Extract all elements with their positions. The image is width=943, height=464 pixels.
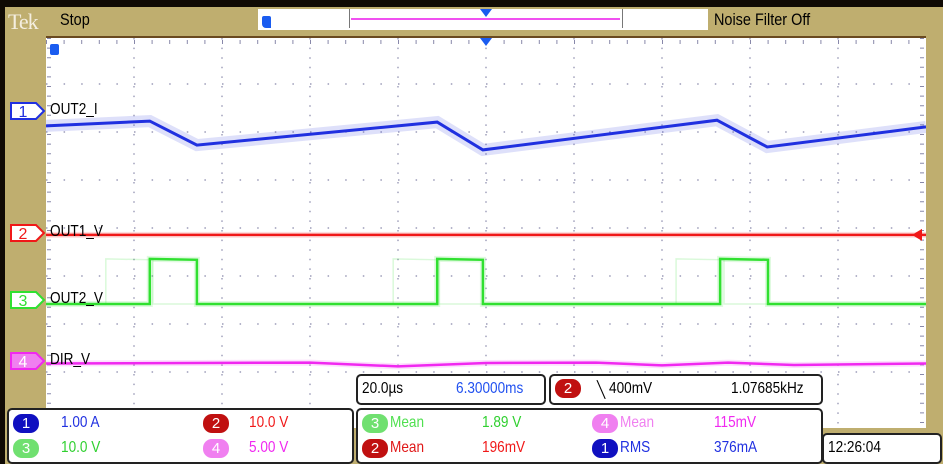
waveform-plot	[46, 38, 926, 428]
noise-filter-status: Noise Filter Off	[714, 10, 811, 29]
brand-logo: Tek	[8, 9, 39, 34]
meas4-type: RMS	[620, 439, 651, 456]
record-window-line	[351, 18, 620, 20]
ch4-scale[interactable]: 5.00 V	[249, 439, 289, 456]
meas2-source: 4	[592, 414, 618, 433]
ch3-scale[interactable]: 10.0 V	[61, 439, 101, 456]
ch3-label: OUT2_V	[50, 290, 103, 307]
trace-DIR_V	[46, 361, 926, 368]
trace-OUT2_I	[46, 118, 926, 152]
ch4-label: DIR_V	[50, 351, 91, 368]
trigger-point-icon	[262, 16, 271, 28]
clock-display: 12:26:04	[822, 433, 942, 464]
ch1-ground-marker[interactable]: 1	[10, 102, 46, 121]
svg-text:4: 4	[19, 354, 28, 370]
svg-text:2: 2	[19, 226, 28, 242]
trigger-position-marker-icon	[480, 9, 492, 17]
trigger-source-badge: 2	[555, 379, 581, 398]
ch2-label: OUT1_V	[50, 223, 103, 240]
meas3-value: 196mV	[482, 439, 526, 456]
meas1-type: Mean	[390, 414, 425, 431]
meas1-source: 3	[362, 414, 388, 433]
ch2-ground-marker[interactable]: 2	[10, 224, 46, 243]
trace-ghost-OUT2_V	[46, 258, 882, 305]
trigger-level-icon	[912, 228, 922, 241]
channel-marker-icon: 2	[10, 224, 46, 243]
meas2-value: 115mV	[714, 414, 757, 431]
trace-OUT2_V	[46, 257, 926, 306]
clock-time: 12:26:04	[828, 439, 881, 456]
measurement-panel: 3 Mean 1.89 V 4 Mean 115mV 2 Mean 196mV …	[356, 408, 823, 464]
channel-marker-icon: 3	[10, 291, 46, 310]
ch1-scale[interactable]: 1.00 A	[61, 414, 100, 431]
svg-text:1: 1	[19, 104, 28, 120]
meas2-type: Mean	[620, 414, 655, 431]
ch1-label: OUT2_I	[50, 101, 98, 118]
trigger-level: 400mV	[609, 380, 653, 397]
meas3-source: 2	[362, 439, 388, 458]
waveform-display[interactable]	[46, 36, 926, 428]
ch1-badge[interactable]: 1	[13, 414, 39, 433]
acquisition-status: Stop	[60, 10, 90, 29]
channel-marker-icon: 4	[10, 352, 46, 371]
svg-text:3: 3	[19, 293, 28, 309]
ch2-badge[interactable]: 2	[203, 414, 229, 433]
meas3-type: Mean	[390, 439, 425, 456]
channel-marker-icon: 1	[10, 102, 46, 121]
trigger-frequency: 1.07685kHz	[731, 380, 804, 397]
meas1-value: 1.89 V	[482, 414, 522, 431]
meas4-value: 376mA	[714, 439, 758, 456]
trigger-position-icon	[480, 38, 492, 46]
ch4-badge[interactable]: 4	[203, 439, 229, 458]
ch3-badge[interactable]: 3	[13, 439, 39, 458]
record-window-bracket	[349, 9, 623, 28]
channel-scale-panel: 1 1.00 A 2 10.0 V 3 10.0 V 4 5.00 V	[7, 408, 354, 464]
trigger-point-icon	[50, 44, 59, 55]
timebase-readout[interactable]: 20.0µs 6.30000ms	[356, 374, 546, 405]
ch2-scale[interactable]: 10.0 V	[249, 414, 289, 431]
ch4-ground-marker[interactable]: 4	[10, 352, 46, 371]
timebase-scale: 20.0µs	[362, 380, 404, 397]
trigger-slope-icon: ╲	[597, 382, 606, 399]
ch3-ground-marker[interactable]: 3	[10, 291, 46, 310]
trigger-readout[interactable]: 2 ╲ 400mV 1.07685kHz	[549, 374, 823, 405]
meas4-source: 1	[592, 439, 618, 458]
timebase-position: 6.30000ms	[456, 380, 524, 397]
